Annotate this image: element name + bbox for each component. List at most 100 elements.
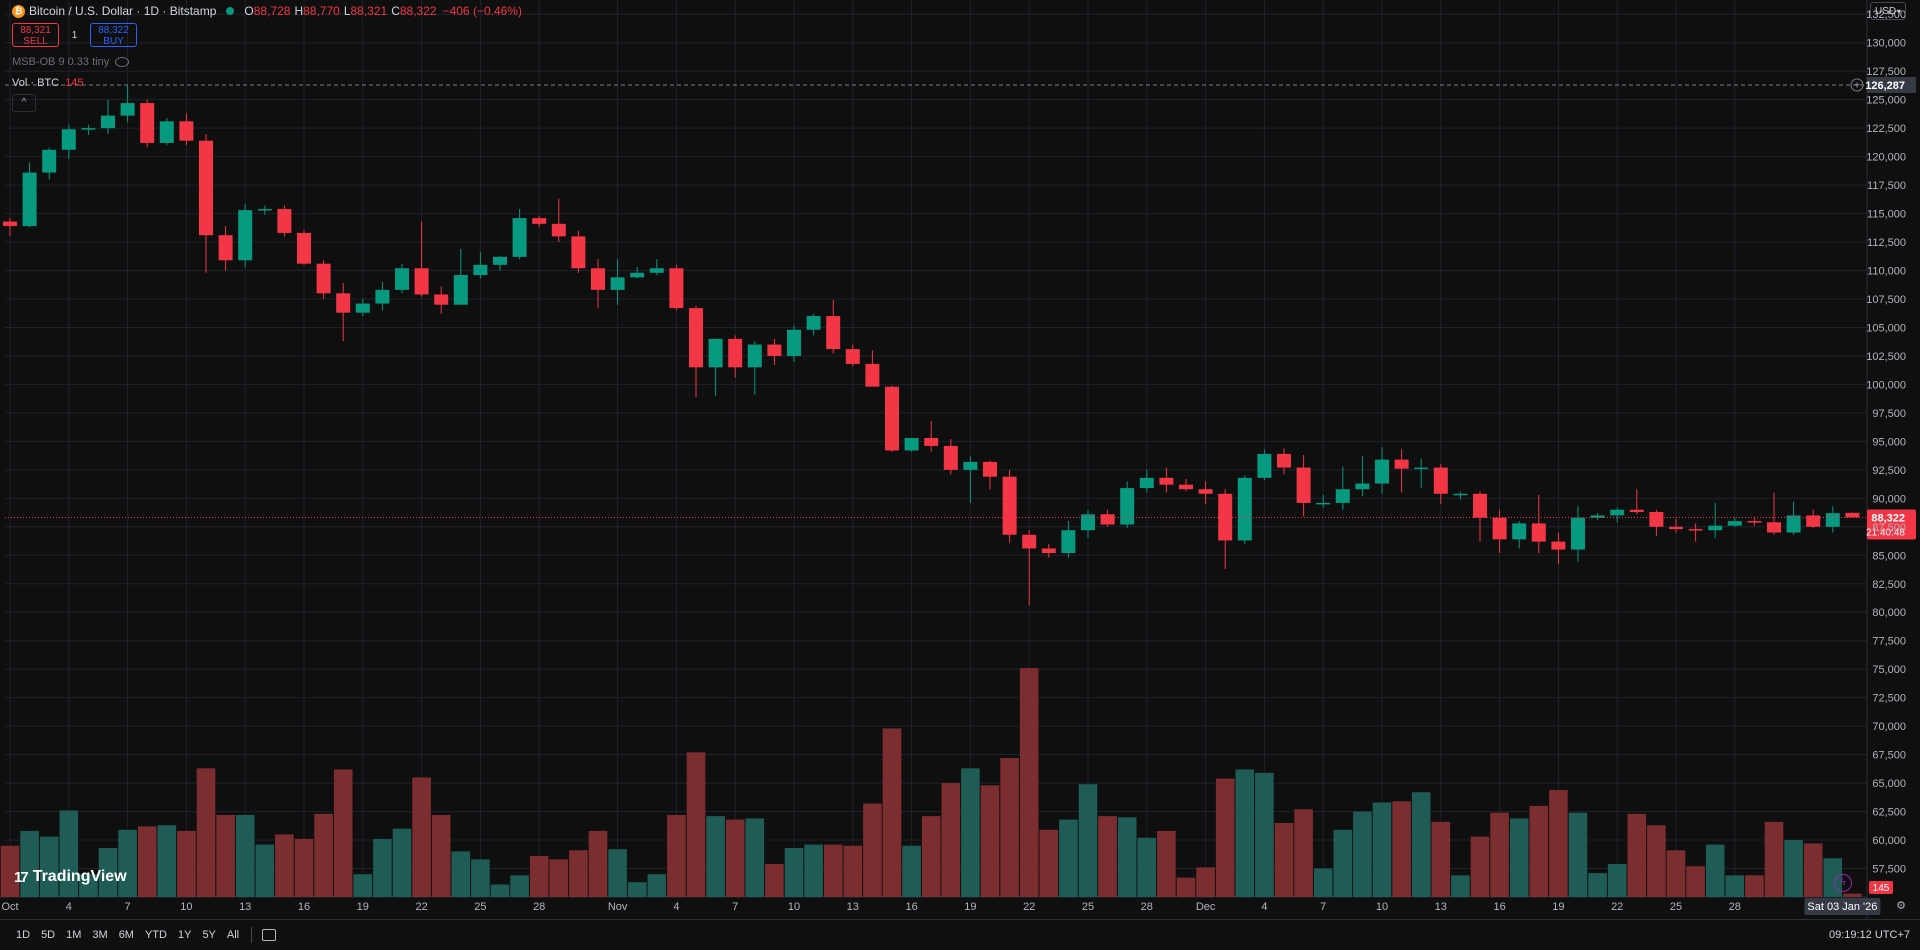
- volume-bar: [1607, 863, 1627, 897]
- price-tick-label: 80,000: [1872, 607, 1906, 619]
- currency-select[interactable]: USD ▾: [1870, 2, 1906, 20]
- candle-body: [61, 129, 76, 150]
- volume-bar: [745, 818, 765, 897]
- tradingview-logo-text: TradingView: [32, 868, 127, 885]
- volume-bar: [961, 768, 980, 897]
- time-tick-label: 13: [239, 901, 251, 913]
- candle-body: [708, 338, 723, 368]
- time-tick-label: 13: [847, 901, 859, 913]
- volume-bar: [1000, 758, 1019, 897]
- candle-body: [140, 103, 155, 143]
- volume-bar: [725, 819, 745, 897]
- range-5d-button[interactable]: 5D: [41, 929, 56, 941]
- volume-bar: [1294, 809, 1313, 897]
- candle-body: [1453, 493, 1468, 496]
- candle: [1159, 467, 1174, 493]
- candle-body: [1727, 521, 1742, 526]
- time-tick-label: 22: [1023, 901, 1035, 913]
- price-tick-label: 100,000: [1866, 379, 1906, 391]
- candle-body: [512, 218, 527, 257]
- time-tick-label: Nov: [608, 901, 628, 913]
- volume-bar: [588, 830, 608, 897]
- hidden-eye-icon[interactable]: [115, 57, 130, 67]
- volume-bar: [1235, 769, 1255, 897]
- volume-bar: [471, 859, 490, 897]
- spread-value: 1: [71, 29, 78, 41]
- calendar-icon[interactable]: [262, 929, 277, 941]
- volume-bar: [1353, 811, 1372, 897]
- range-1d-button[interactable]: 1D: [16, 929, 31, 941]
- candle: [159, 117, 174, 146]
- candle: [1355, 456, 1370, 497]
- candle-body: [395, 268, 409, 290]
- volume-bar: [1372, 802, 1392, 897]
- candle: [1669, 518, 1683, 533]
- candle: [1335, 466, 1350, 510]
- range-6m-button[interactable]: 6M: [118, 929, 134, 941]
- sell-button[interactable]: 88,321 SELL: [12, 23, 59, 47]
- candle: [885, 385, 899, 452]
- candle: [1296, 455, 1311, 517]
- candle-body: [747, 344, 762, 368]
- volume-bar: [902, 845, 921, 897]
- buy-button[interactable]: 88,322 BUY: [90, 23, 137, 47]
- range-5y-button[interactable]: 5Y: [202, 929, 216, 941]
- candle: [1453, 491, 1468, 500]
- candles: [3, 85, 1860, 606]
- ohlc-low-value: 88,321: [350, 4, 388, 18]
- candle: [1218, 489, 1233, 569]
- candle-body: [1629, 509, 1644, 513]
- volume-bar: [59, 810, 79, 897]
- candle: [924, 420, 939, 452]
- price-tick-label: 70,000: [1872, 721, 1906, 733]
- price-tick-label: 110,000: [1867, 266, 1906, 278]
- volume-bar: [1451, 875, 1470, 897]
- candle-body: [787, 329, 801, 356]
- range-ytd-button[interactable]: YTD: [144, 929, 167, 941]
- candle-body: [1375, 459, 1389, 484]
- time-tick-label: 10: [180, 901, 192, 913]
- range-3m-button[interactable]: 3M: [92, 929, 108, 941]
- symbol-title[interactable]: Bitcoin / U.S. Dollar · 1D · Bitstamp: [29, 4, 217, 18]
- candle: [963, 456, 978, 503]
- add-alert-icon: [1850, 78, 1864, 92]
- volume-bar: [1529, 805, 1549, 897]
- indicator-msb[interactable]: MSB-OB 9 0.33 tiny: [12, 56, 130, 68]
- candle: [1708, 502, 1723, 539]
- time-tick-label: 16: [905, 901, 917, 913]
- candle: [120, 85, 135, 123]
- candle: [355, 299, 370, 317]
- candle: [1061, 521, 1076, 558]
- candle: [767, 338, 782, 366]
- candle: [218, 226, 233, 271]
- range-1y-button[interactable]: 1Y: [177, 929, 192, 941]
- lightning-icon[interactable]: ϟ: [1834, 874, 1852, 892]
- candle: [1590, 513, 1605, 520]
- candle-body: [199, 140, 213, 236]
- time-tick-label: 13: [1435, 901, 1447, 913]
- tradingview-logo[interactable]: 17 TradingView: [14, 868, 127, 886]
- range-1m-button[interactable]: 1M: [66, 929, 82, 941]
- candle-body: [218, 235, 233, 261]
- candle-body: [1179, 484, 1193, 490]
- settings-gear-icon[interactable]: ⚙: [1896, 900, 1906, 912]
- volume-bar: [823, 844, 843, 897]
- volume-label: Vol · BTC: [12, 77, 60, 89]
- high-marker-label: 126,287: [1865, 80, 1905, 92]
- range-all-button[interactable]: All: [226, 929, 240, 941]
- utc-clock[interactable]: 09:19:12 UTC+7: [1828, 929, 1910, 941]
- candle: [1531, 494, 1546, 554]
- candle-body: [179, 121, 194, 141]
- candle: [140, 99, 155, 148]
- indicator-volume[interactable]: Vol · BTC 145: [12, 77, 83, 89]
- candle: [1277, 448, 1291, 475]
- ohlc-change: −406 (−0.46%): [442, 4, 522, 18]
- volume-bar: [1784, 840, 1803, 897]
- date-label-box: [1804, 898, 1881, 915]
- volume-bar: [1725, 875, 1745, 897]
- price-tick-label: 85,000: [1872, 550, 1906, 562]
- collapse-legend-button[interactable]: ^: [12, 94, 36, 112]
- price-tick-label: 90,000: [1872, 493, 1906, 505]
- price-tick-label: 67,500: [1872, 750, 1906, 762]
